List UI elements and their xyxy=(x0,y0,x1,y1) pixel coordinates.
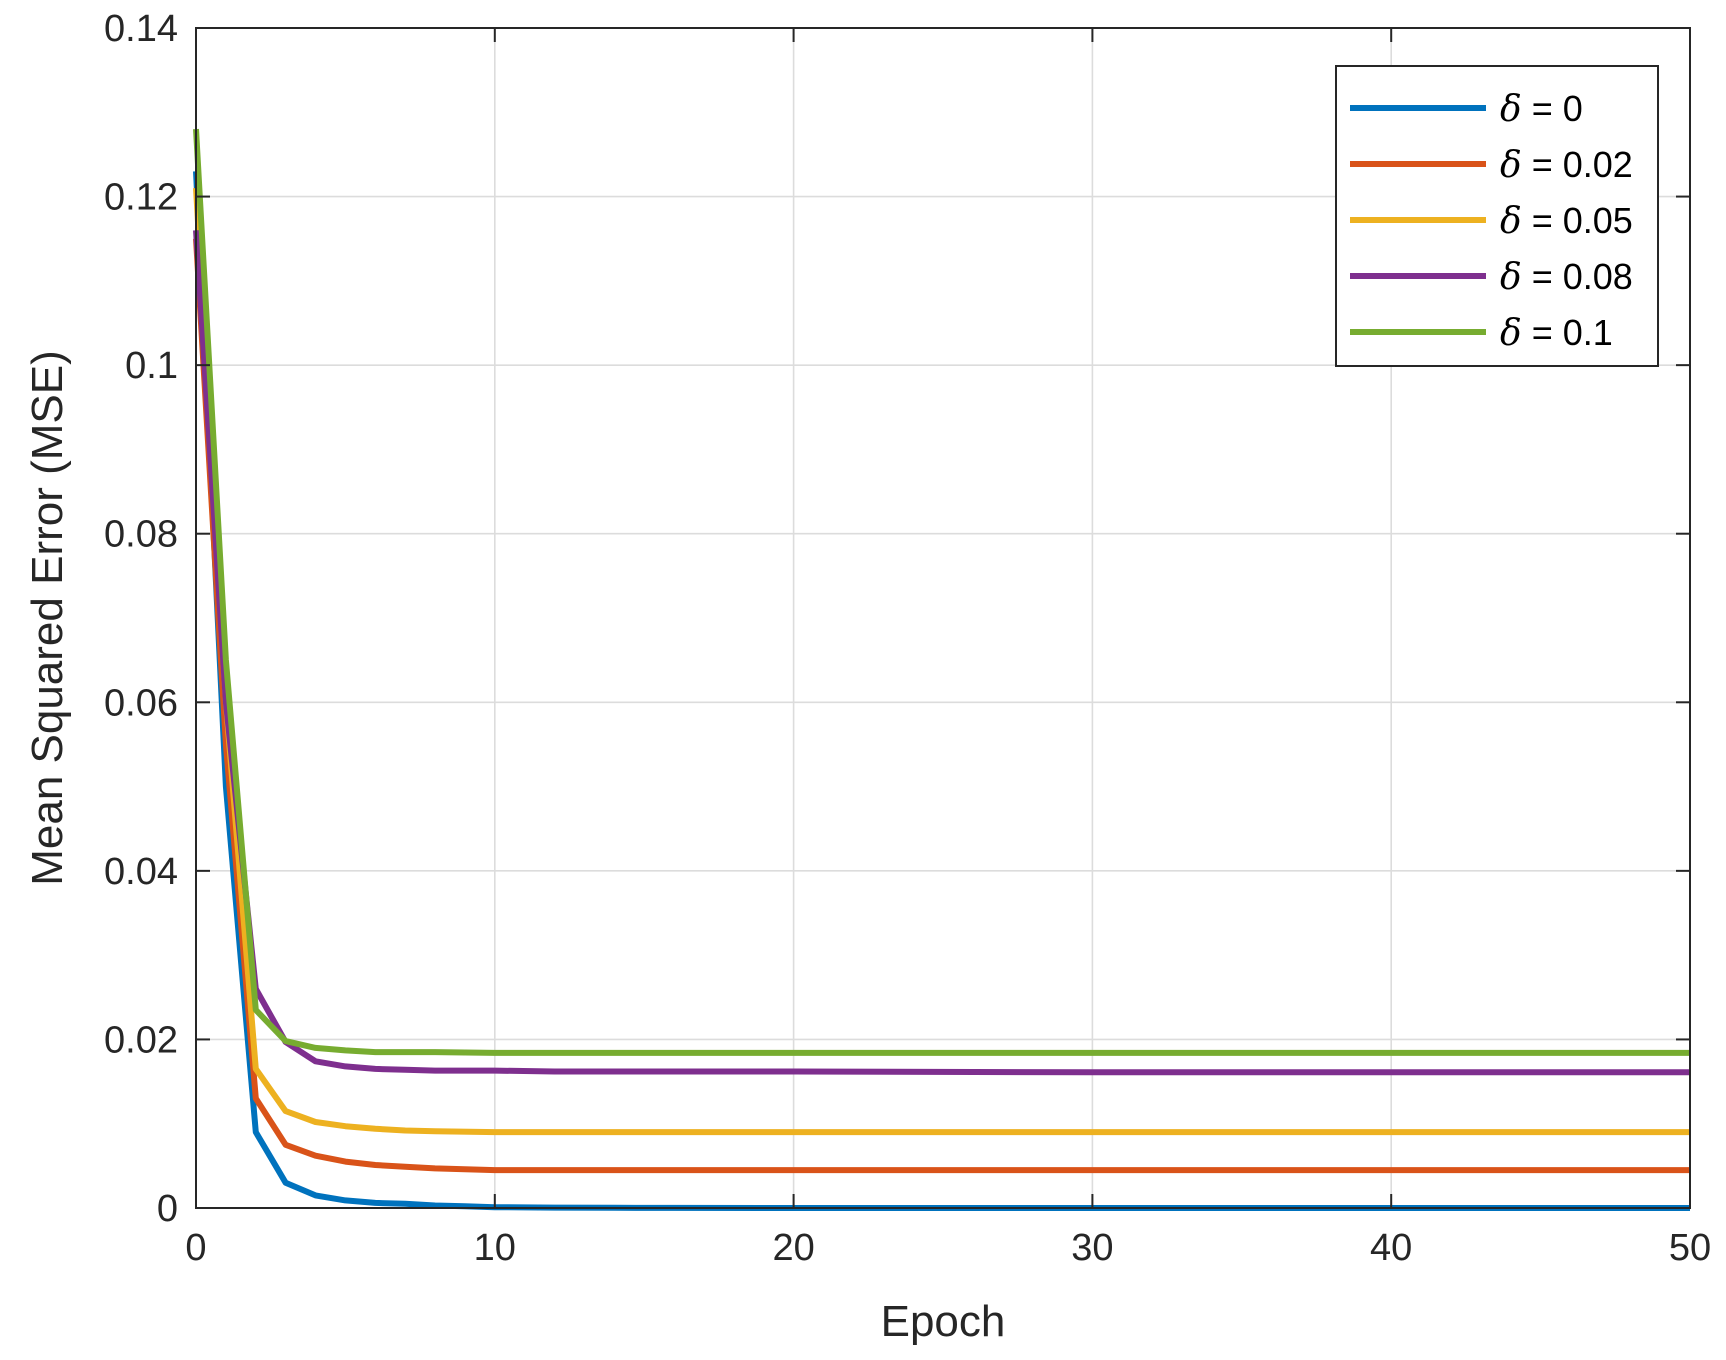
legend-label: δ = 0.1 xyxy=(1500,312,1613,354)
legend-items: δ = 0δ = 0.02δ = 0.05δ = 0.08δ = 0.1 xyxy=(1350,88,1633,354)
y-tick-label: 0.1 xyxy=(125,345,178,387)
y-tick-label: 0.06 xyxy=(104,682,178,724)
x-tick-label: 30 xyxy=(1071,1227,1113,1269)
x-tick-label: 20 xyxy=(772,1227,814,1269)
series-line xyxy=(193,187,1690,1136)
y-tick-label: 0.02 xyxy=(104,1019,178,1061)
legend-symbol: δ xyxy=(1500,313,1522,354)
series-line xyxy=(193,128,1690,1056)
x-tick-label: 50 xyxy=(1669,1227,1711,1269)
legend-label: δ = 0.05 xyxy=(1500,200,1633,242)
legend-value: = 0 xyxy=(1522,88,1583,129)
y-axis-title: Mean Squared Error (MSE) xyxy=(23,350,72,886)
legend-label: δ = 0.02 xyxy=(1500,144,1633,186)
legend: δ = 0δ = 0.02δ = 0.05δ = 0.08δ = 0.1 xyxy=(1335,65,1659,367)
y-tick-label: 0.14 xyxy=(104,8,178,50)
x-tick-label: 0 xyxy=(185,1227,206,1269)
x-tick-label: 40 xyxy=(1370,1227,1412,1269)
legend-symbol: δ xyxy=(1500,89,1522,130)
legend-label: δ = 0.08 xyxy=(1500,256,1633,298)
plot-frame xyxy=(195,27,1691,1209)
x-axis-title: Epoch xyxy=(881,1297,1006,1346)
legend-symbol: δ xyxy=(1500,201,1522,242)
legend-value: = 0.08 xyxy=(1522,256,1633,297)
axis-ticks xyxy=(195,27,1691,1209)
legend-value: = 0.02 xyxy=(1522,144,1633,185)
y-tick-label: 0 xyxy=(157,1188,178,1230)
x-tick-label: 10 xyxy=(474,1227,516,1269)
legend-value: = 0.05 xyxy=(1522,200,1633,241)
legend-symbol: δ xyxy=(1500,257,1522,298)
y-tick-label: 0.12 xyxy=(104,177,178,219)
series-line xyxy=(193,238,1690,1174)
legend-label: δ = 0 xyxy=(1500,88,1583,130)
series-line xyxy=(193,230,1690,1076)
legend-box xyxy=(1335,65,1659,367)
axis-tick-labels: 0 10 20 30 40 50 0 0.02 0.04 0.06 0.08 0.1 0.12 0.14 xyxy=(104,8,1711,1269)
legend-value: = 0.1 xyxy=(1522,312,1613,353)
legend-symbol: δ xyxy=(1500,145,1522,186)
y-tick-label: 0.04 xyxy=(104,851,178,893)
y-tick-label: 0.08 xyxy=(104,514,178,556)
